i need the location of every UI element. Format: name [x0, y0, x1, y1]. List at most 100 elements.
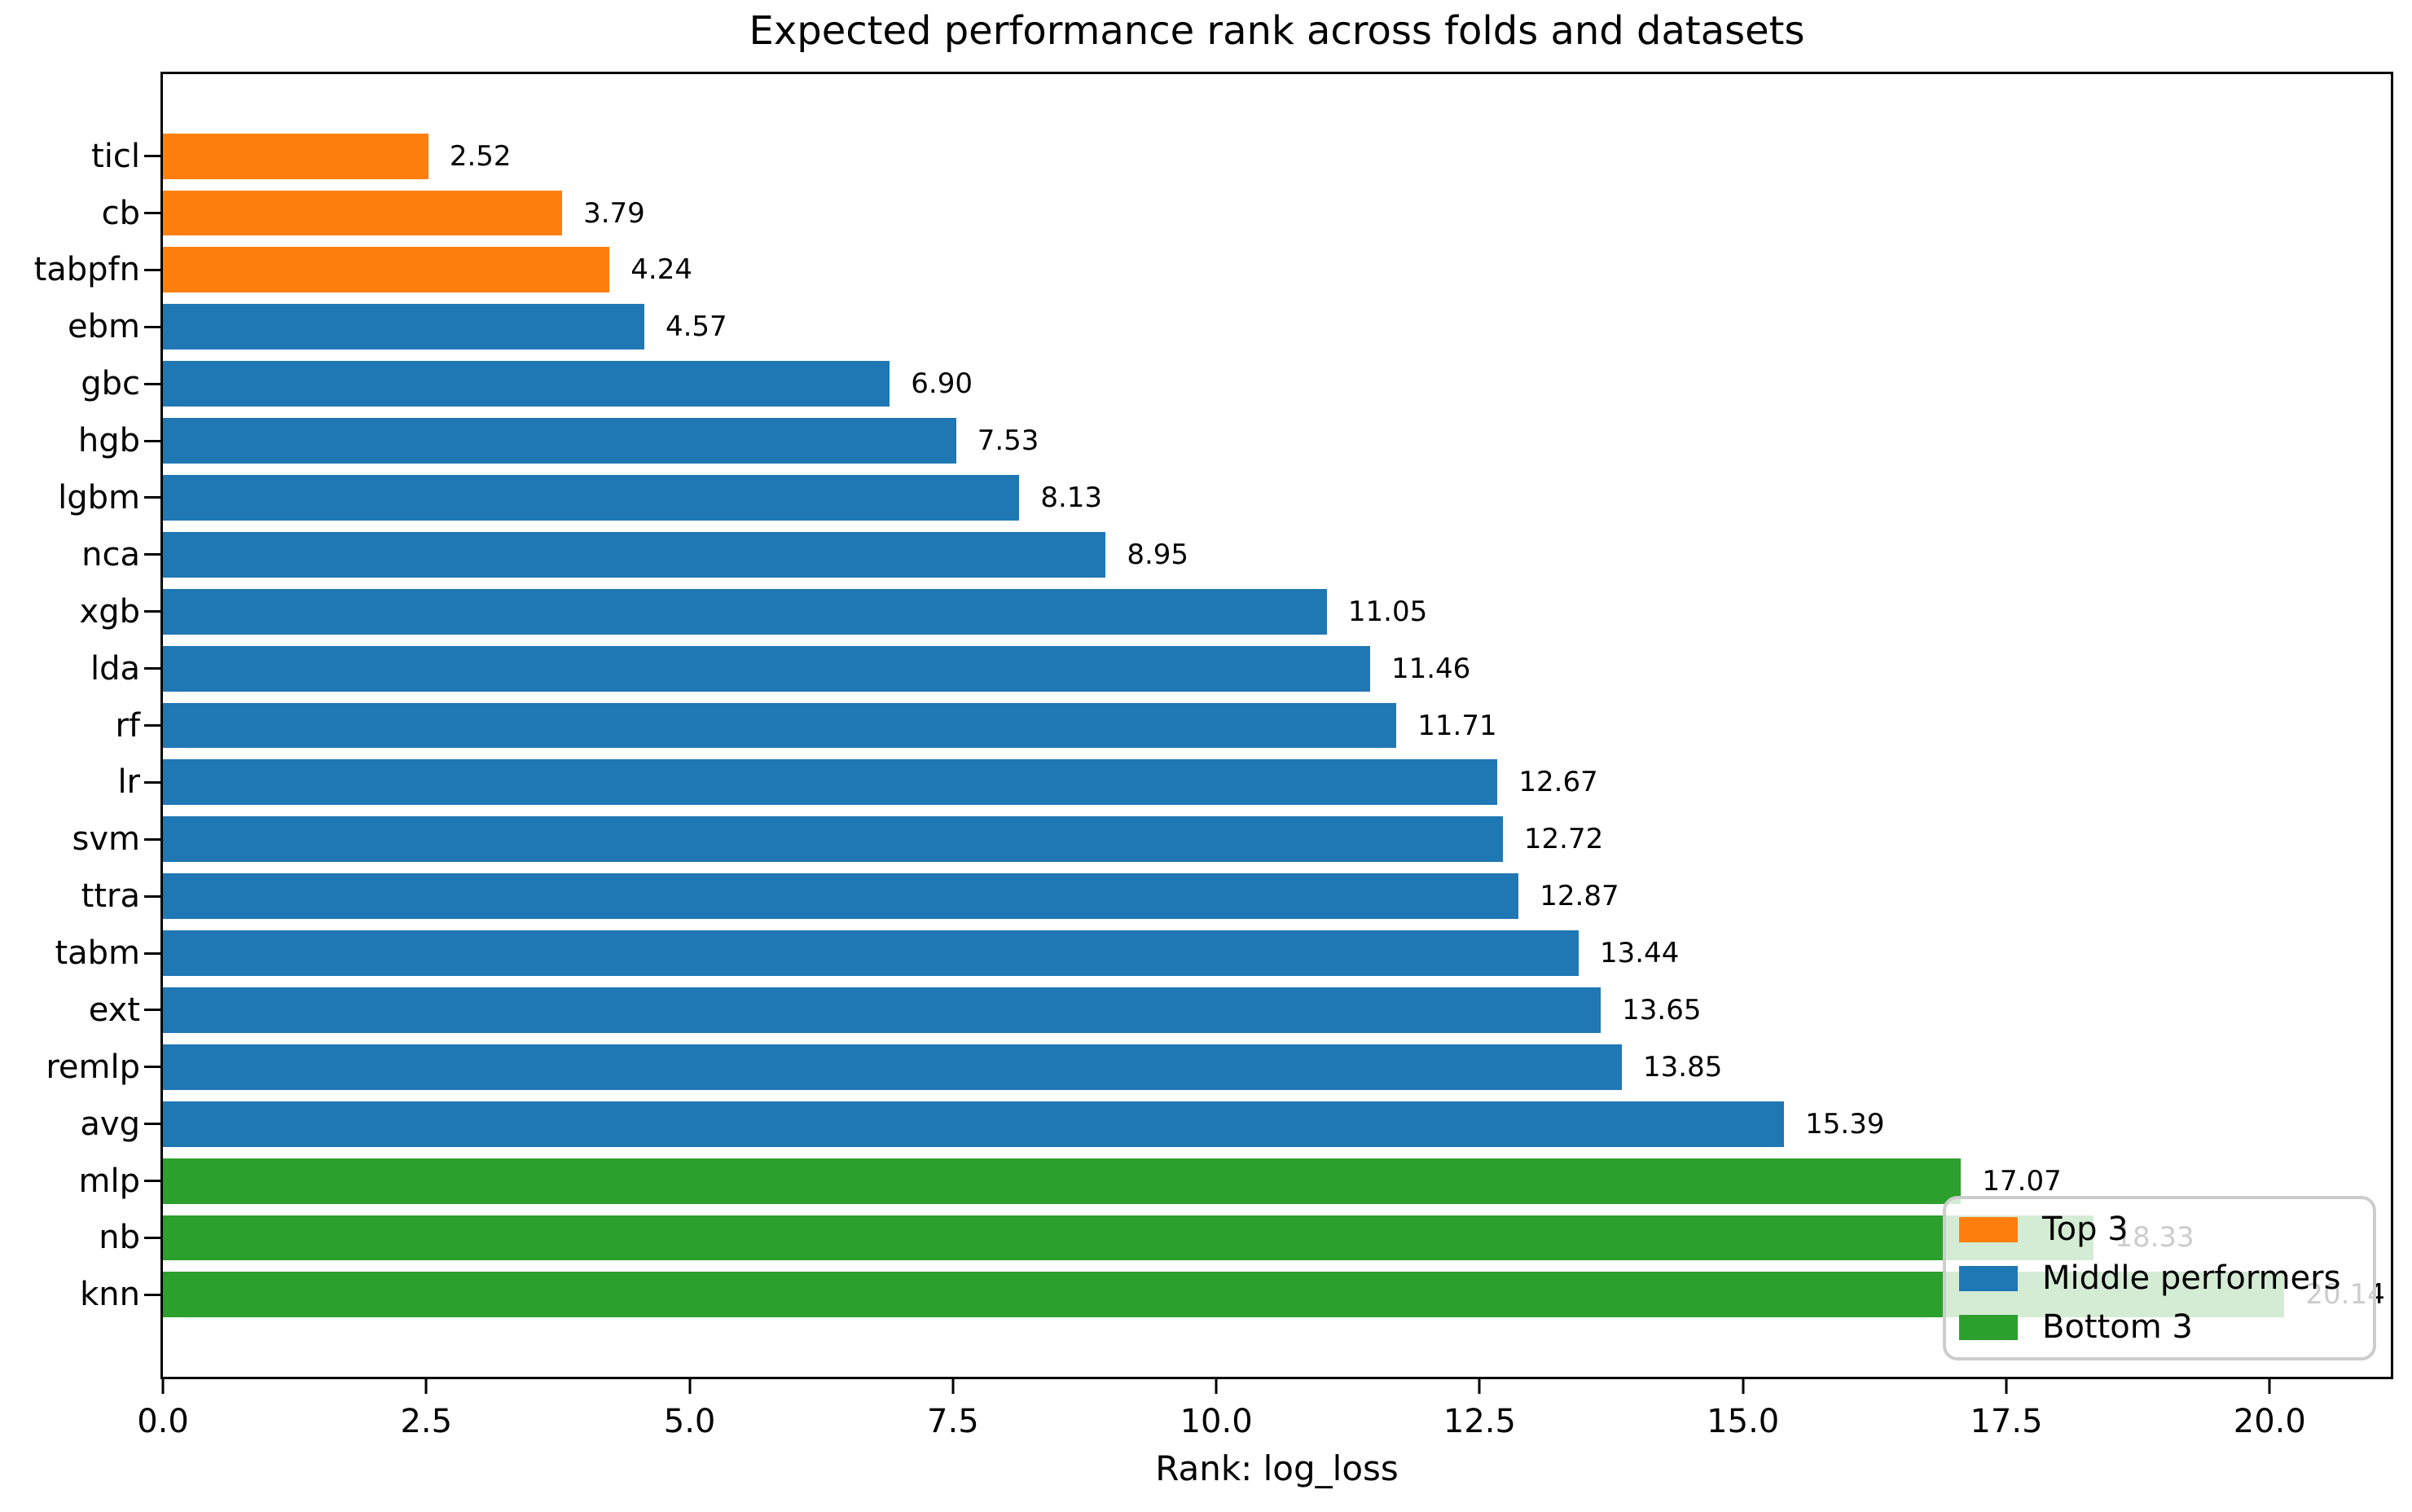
- xtick-mark: [1478, 1379, 1481, 1394]
- bar-value-label-ebm: 4.57: [665, 310, 727, 344]
- ytick-mark: [144, 496, 160, 499]
- legend-row-bottom3: Bottom 3: [1959, 1308, 2373, 1346]
- ytick-label-remlp: remlp: [46, 1048, 140, 1086]
- bar-nca: [163, 531, 1106, 578]
- xtick-mark: [424, 1379, 428, 1394]
- bar-tabm: [163, 930, 1579, 976]
- ytick-label-tabm: tabm: [55, 934, 140, 973]
- ytick-label-lgbm: lgbm: [58, 478, 140, 516]
- ytick-label-tabpfn: tabpfn: [33, 251, 140, 289]
- ytick-label-ticl: ticl: [91, 137, 140, 175]
- xtick-mark: [161, 1379, 165, 1394]
- bar-value-label-svm: 12.72: [1523, 823, 1604, 856]
- x-axis-label: Rank: log_loss: [1155, 1448, 1399, 1488]
- ytick-label-avg: avg: [80, 1105, 140, 1143]
- ytick-mark: [144, 439, 160, 442]
- ytick-label-svm: svm: [72, 820, 140, 859]
- ytick-label-nb: nb: [99, 1219, 140, 1257]
- legend-label-middle: Middle performers: [2042, 1259, 2341, 1297]
- ytick-mark: [144, 1009, 160, 1012]
- bar-value-label-lgbm: 8.13: [1040, 481, 1103, 514]
- bar-value-label-lda: 11.46: [1391, 652, 1471, 685]
- bar-value-label-remlp: 13.85: [1643, 1050, 1723, 1083]
- ytick-label-xgb: xgb: [79, 592, 140, 631]
- ytick-mark: [144, 212, 160, 215]
- xtick-label: 15.0: [1707, 1403, 1780, 1440]
- ytick-mark: [144, 724, 160, 727]
- xtick-mark: [1215, 1379, 1218, 1394]
- bar-svm: [163, 816, 1503, 863]
- legend-label-bottom3: Bottom 3: [2042, 1308, 2193, 1346]
- ytick-label-ebm: ebm: [68, 308, 140, 346]
- plot-area: 2.52 3.79 4.24 4.57 6.90 7.53 8.13 8.95 11.05 11.…: [160, 72, 2393, 1379]
- legend: Top 3 Middle performers Bottom 3: [1943, 1196, 2376, 1360]
- bar-remlp: [163, 1044, 1622, 1090]
- legend-row-top3: Top 3: [1959, 1211, 2373, 1248]
- bar-value-label-xgb: 11.05: [1347, 595, 1428, 628]
- ytick-mark: [144, 553, 160, 556]
- bar-lda: [163, 645, 1370, 692]
- bar-avg: [163, 1101, 1785, 1147]
- bar-value-label-avg: 15.39: [1805, 1107, 1885, 1141]
- ytick-mark: [144, 1066, 160, 1069]
- bar-value-label-hgb: 7.53: [977, 424, 1039, 458]
- xtick-label: 0.0: [137, 1403, 189, 1440]
- ytick-mark: [144, 952, 160, 955]
- ytick-mark: [144, 610, 160, 613]
- xtick-mark: [688, 1379, 692, 1394]
- bar-value-label-nca: 8.95: [1127, 538, 1189, 571]
- bar-rf: [163, 702, 1397, 749]
- ytick-label-ttra: ttra: [81, 877, 140, 916]
- bar-gbc: [163, 361, 890, 407]
- bar-knn: [163, 1272, 2285, 1318]
- chart-title: Expected performance rank across folds a…: [749, 8, 1805, 54]
- bar-tabpfn: [163, 247, 610, 293]
- ytick-mark: [144, 325, 160, 328]
- ytick-mark: [144, 780, 160, 784]
- bar-lgbm: [163, 475, 1020, 521]
- bar-ticl: [163, 133, 428, 179]
- bar-ttra: [163, 873, 1519, 920]
- bar-value-label-gbc: 6.90: [911, 367, 973, 401]
- bar-xgb: [163, 588, 1327, 635]
- xtick-label: 7.5: [927, 1403, 979, 1440]
- bar-value-label-cb: 3.79: [583, 196, 645, 230]
- xtick-mark: [2005, 1379, 2008, 1394]
- ytick-mark: [144, 1123, 160, 1126]
- xtick-mark: [2268, 1379, 2271, 1394]
- ytick-mark: [144, 155, 160, 158]
- ytick-mark: [144, 837, 160, 841]
- xtick-mark: [1742, 1379, 1745, 1394]
- bar-nb: [163, 1215, 2094, 1261]
- bar-value-label-lr: 12.67: [1518, 766, 1598, 799]
- bar-value-label-tabm: 13.44: [1599, 937, 1680, 970]
- legend-swatch-bottom3-icon: [1959, 1314, 2018, 1340]
- bar-hgb: [163, 418, 956, 464]
- bar-mlp: [163, 1158, 1962, 1204]
- ytick-mark: [144, 894, 160, 898]
- legend-label-top3: Top 3: [2042, 1211, 2129, 1248]
- ytick-label-cb: cb: [101, 194, 140, 232]
- ytick-label-knn: knn: [80, 1276, 140, 1314]
- bar-lr: [163, 759, 1498, 806]
- bar-ext: [163, 987, 1601, 1033]
- bar-value-label-mlp: 17.07: [1982, 1164, 2062, 1198]
- xtick-label: 2.5: [400, 1403, 453, 1440]
- legend-swatch-top3-icon: [1959, 1216, 2018, 1242]
- xtick-label: 12.5: [1443, 1403, 1516, 1440]
- bar-value-label-ext: 13.65: [1622, 993, 1702, 1026]
- ytick-label-lr: lr: [117, 763, 140, 802]
- ytick-mark: [144, 1293, 160, 1296]
- ytick-label-nca: nca: [81, 535, 140, 574]
- bar-value-label-tabpfn: 4.24: [630, 253, 692, 287]
- bar-value-label-ttra: 12.87: [1540, 880, 1619, 913]
- xtick-label: 20.0: [2233, 1403, 2306, 1440]
- ytick-label-mlp: mlp: [78, 1162, 140, 1200]
- xtick-mark: [951, 1379, 955, 1394]
- bar-value-label-ticl: 2.52: [449, 139, 512, 173]
- xtick-label: 10.0: [1180, 1403, 1253, 1440]
- ytick-mark: [144, 1180, 160, 1183]
- xtick-label: 17.5: [1970, 1403, 2043, 1440]
- legend-row-middle: Middle performers: [1959, 1259, 2373, 1297]
- ytick-mark: [144, 1236, 160, 1239]
